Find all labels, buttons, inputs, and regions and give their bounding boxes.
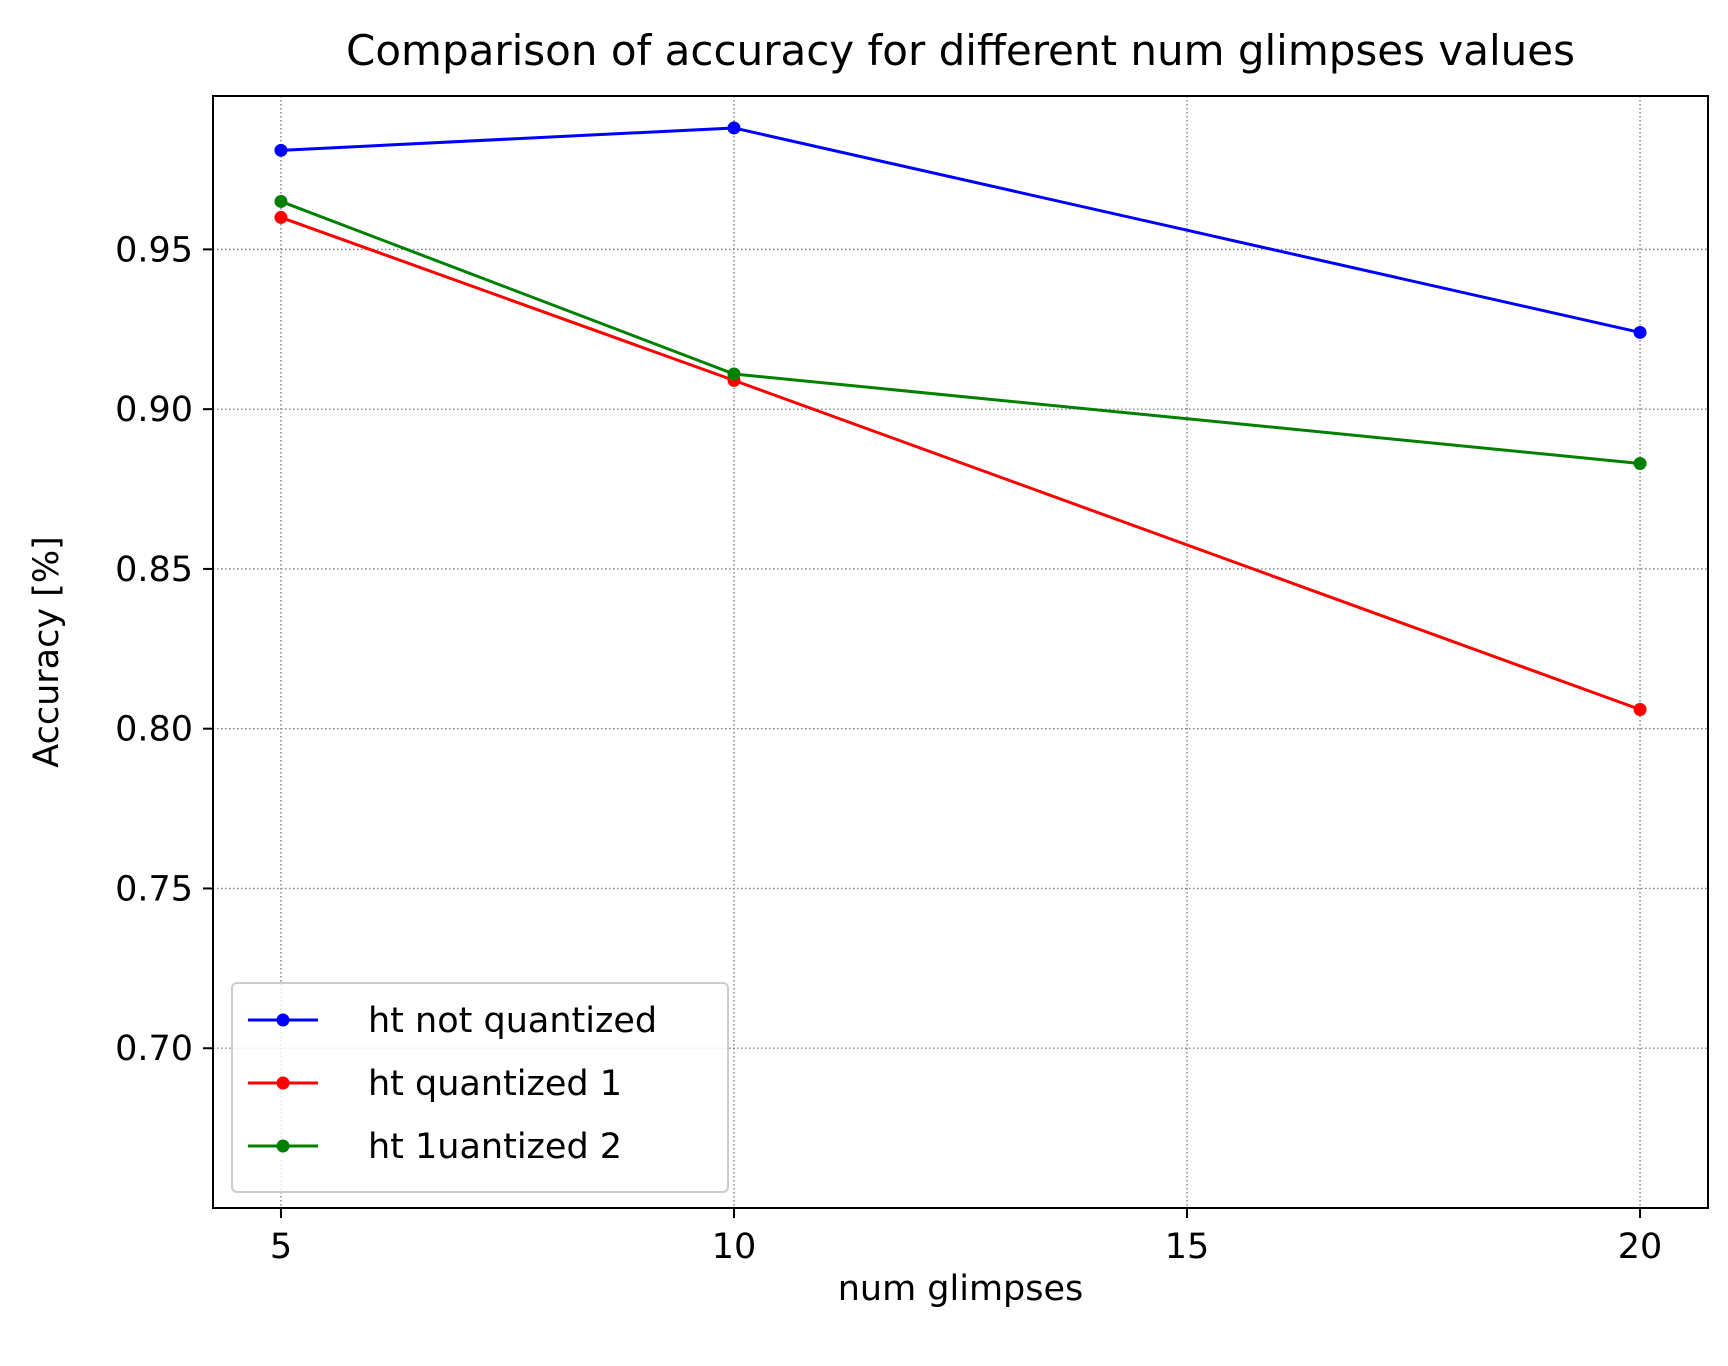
x-axis-label: num glimpses <box>838 1269 1084 1309</box>
x-tick-label: 15 <box>1165 1227 1210 1267</box>
x-tick-label: 10 <box>712 1227 757 1267</box>
y-tick-label: 0.95 <box>115 230 193 270</box>
data-point <box>727 121 741 135</box>
data-point <box>274 143 288 157</box>
data-point <box>274 194 288 208</box>
data-point <box>1633 456 1647 470</box>
legend-item: ht 1uantized 2 <box>248 1127 622 1167</box>
data-point <box>1633 703 1647 717</box>
legend-item: ht not quantized <box>248 1001 657 1041</box>
y-tick-label: 0.70 <box>115 1029 193 1069</box>
data-point <box>727 367 741 381</box>
plot-frame <box>212 95 1709 1209</box>
legend: ht not quantized ht quantized 1 ht 1uantiz… <box>231 982 729 1193</box>
series-lines <box>274 121 1647 717</box>
y-tick-label: 0.80 <box>115 710 193 750</box>
legend-label: ht not quantized <box>368 1001 657 1041</box>
y-tick-label: 0.75 <box>115 869 193 909</box>
x-tick-label: 20 <box>1618 1227 1663 1267</box>
legend-marker <box>276 1076 290 1090</box>
y-tick-label: 0.90 <box>115 390 193 430</box>
data-point <box>1633 325 1647 339</box>
legend-label: ht quantized 1 <box>368 1064 622 1104</box>
series-1 <box>274 121 1647 339</box>
data-point <box>274 210 288 224</box>
legend-item: ht quantized 1 <box>248 1064 622 1104</box>
axis-ticks: 5 10 15 20 0.70 0.75 0.80 0.85 0.90 0.95 <box>115 230 1662 1267</box>
x-tick-label: 5 <box>270 1227 292 1267</box>
legend-marker <box>276 1013 290 1027</box>
legend-label: ht 1uantized 2 <box>368 1127 622 1167</box>
legend-marker <box>276 1139 290 1153</box>
series-3 <box>274 194 1647 470</box>
y-tick-label: 0.85 <box>115 550 193 590</box>
chart-title: Comparison of accuracy for different num… <box>346 26 1575 75</box>
y-axis-label: Accuracy [%] <box>27 536 67 767</box>
legend-box <box>231 982 729 1193</box>
